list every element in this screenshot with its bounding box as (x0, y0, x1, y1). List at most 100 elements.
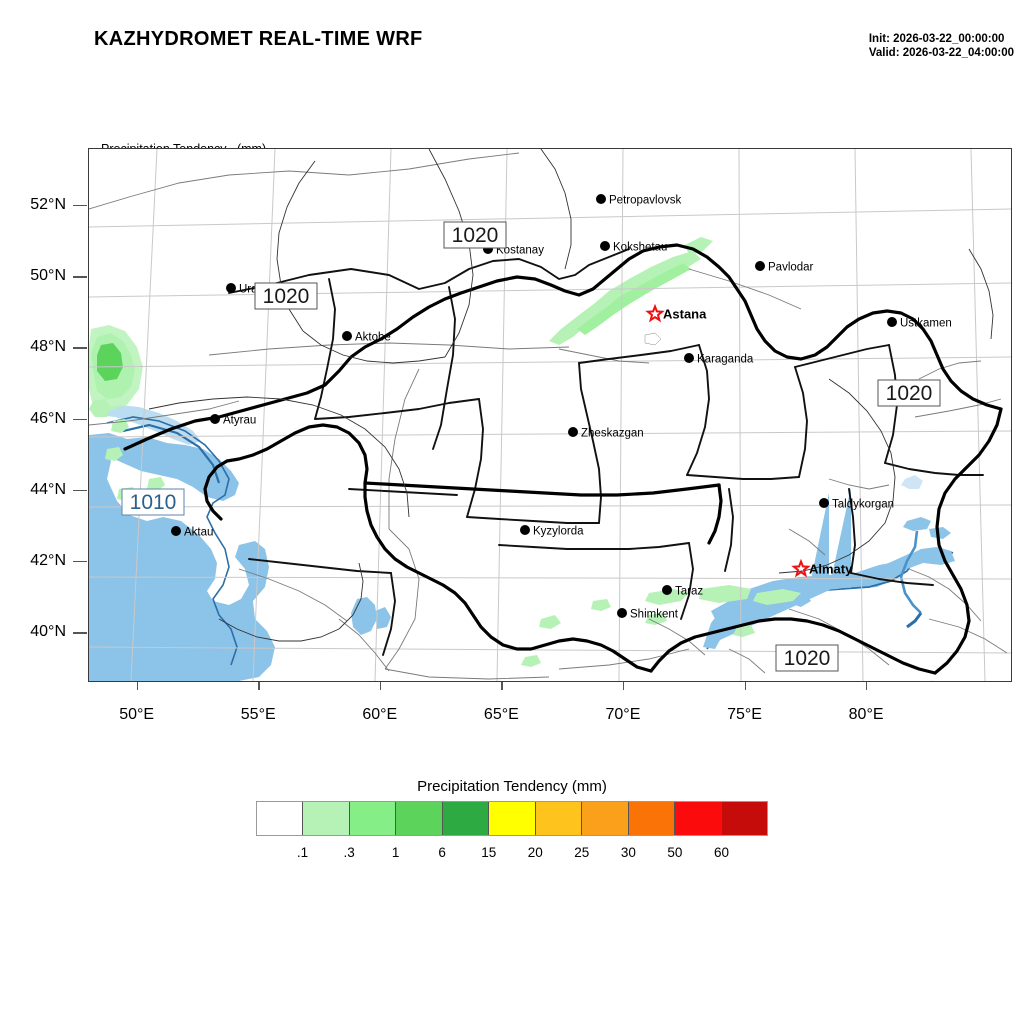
colorbar-segment[interactable] (396, 802, 443, 835)
isobar-value: 1020 (886, 382, 933, 405)
city-label: Atyrau (223, 415, 256, 427)
colorbar-tick-label: 60 (713, 845, 729, 860)
slp-contours (148, 149, 994, 681)
city-dot-icon (600, 241, 610, 251)
colorbar-tick-label: 25 (574, 845, 590, 860)
lon-axis-label: 55°E (240, 706, 276, 723)
colorbar-segment[interactable] (721, 802, 767, 835)
precip-s8 (733, 625, 755, 637)
city-label: Aktobe (355, 332, 391, 344)
precip-s7 (521, 655, 541, 667)
city-marker: Aktau (171, 526, 213, 539)
lon-axis-label: 70°E (605, 706, 641, 723)
city-label: Pavlodar (768, 262, 814, 274)
aral-sea-east (375, 607, 391, 629)
city-marker: Kyzylorda (520, 525, 584, 538)
lake-balkhash (703, 547, 955, 649)
precip-west-s1 (89, 399, 111, 417)
city-label: Aktau (184, 527, 213, 539)
colorbar-segment[interactable] (535, 802, 583, 835)
caspian-coastline (106, 416, 238, 666)
precip-west-inner (97, 343, 123, 381)
precip-s1 (539, 615, 561, 629)
lat-tick-mark (73, 418, 87, 420)
colorbar-tick-label: 20 (527, 845, 543, 860)
lake-east-2 (929, 527, 951, 539)
city-label: Kokshetau (613, 242, 667, 254)
city-label: Karaganda (697, 354, 754, 366)
city-label: Zheskazgan (581, 428, 644, 440)
valid-time: Valid: 2026-03-22_04:00:00 (868, 47, 1014, 59)
colorbar-segment[interactable] (675, 802, 722, 835)
lat-axis-label: 42°N (30, 551, 66, 569)
city-marker: Karaganda (684, 353, 754, 366)
colorbar-segment[interactable] (303, 802, 350, 835)
precip-ne-band-core (577, 263, 691, 335)
city-dot-icon (662, 585, 672, 595)
lon-tick-mark (622, 682, 625, 690)
colorbar-tick-label: .1 (296, 845, 309, 860)
precip-ne-tip (685, 237, 713, 255)
city-dot-icon (210, 414, 220, 424)
isobar-labels: 1020 1020 1020 1010 1020 (121, 221, 941, 672)
colorbar-tick-label: 1 (391, 845, 400, 860)
city-label: Almaty (809, 562, 853, 577)
city-label: Kostanay (496, 245, 544, 257)
city-marker: Aktobe (342, 331, 391, 344)
lon-tick-mark (136, 682, 139, 690)
lat-axis-label: 52°N (30, 195, 66, 213)
isobar-value: 1020 (784, 647, 831, 670)
init-time: Init: 2026-03-22_00:00:00 (868, 33, 1005, 45)
lat-tick-mark (73, 204, 87, 207)
city-dot-icon (171, 526, 181, 536)
isobar-label: 1020 (877, 379, 941, 407)
isobar-label-box (443, 221, 507, 249)
lon-tick-mark (379, 682, 382, 690)
colorbar-segment[interactable] (349, 802, 397, 835)
city-marker: Ustkamen (887, 317, 952, 330)
isobar-value: 1020 (263, 285, 310, 308)
precipitation-field (89, 237, 801, 667)
lat-axis-label: 46°N (30, 409, 66, 427)
city-dot-icon (684, 353, 694, 363)
city-label: Astana (663, 307, 707, 322)
lon-tick-mark (744, 682, 746, 690)
city-marker: Shimkent (617, 608, 679, 621)
isobar-label: 1020 (254, 282, 318, 310)
colorbar-segment[interactable] (628, 802, 676, 835)
colorbar-tick-label: 15 (481, 845, 497, 860)
isobar-label: 1020 (443, 221, 507, 249)
city-marker: Petropavlovsk (596, 194, 681, 207)
isobar-label-box (775, 644, 839, 672)
lake-zaysan (903, 517, 931, 531)
isobar-label: 1020 (775, 644, 839, 672)
isobar-value: 1020 (452, 224, 499, 247)
city-dot-icon (226, 283, 236, 293)
colorbar-segment[interactable] (582, 802, 629, 835)
colorbar-segment[interactable] (489, 802, 536, 835)
precipitation-colorbar[interactable] (256, 801, 768, 836)
lon-axis-label: 50°E (119, 706, 155, 723)
lon-tick-mark (866, 682, 868, 690)
city-dot-icon (596, 194, 606, 204)
city-dot-icon (617, 608, 627, 618)
lon-axis-label: 80°E (848, 706, 884, 723)
lat-tick-mark (73, 347, 87, 349)
precip-s3 (699, 585, 751, 603)
colorbar-tick-label: 30 (620, 845, 636, 860)
lat-axis-label: 40°N (30, 623, 66, 641)
isobar-value: 1010 (130, 491, 177, 514)
colorbar-segment[interactable] (442, 802, 490, 835)
city-label: Taraz (675, 586, 703, 598)
lon-tick-mark (258, 682, 260, 690)
capital-star-icon (791, 558, 811, 578)
city-marker: Zheskazgan (568, 427, 644, 440)
model-run-info: Init: 2026-03-22_00:00:00 Valid: 2026-03… (869, 32, 1014, 60)
city-label: Kyzylorda (533, 526, 584, 538)
colorbar-tick-label: .3 (343, 845, 355, 860)
precip-s4 (753, 589, 801, 605)
weather-map[interactable]: PetropavlovskKostanayKokshetauPavlodarUr… (88, 148, 1012, 682)
colorbar-segment[interactable] (257, 802, 304, 835)
caspian-sea-south (89, 449, 275, 681)
city-label: Ustkamen (900, 318, 952, 330)
